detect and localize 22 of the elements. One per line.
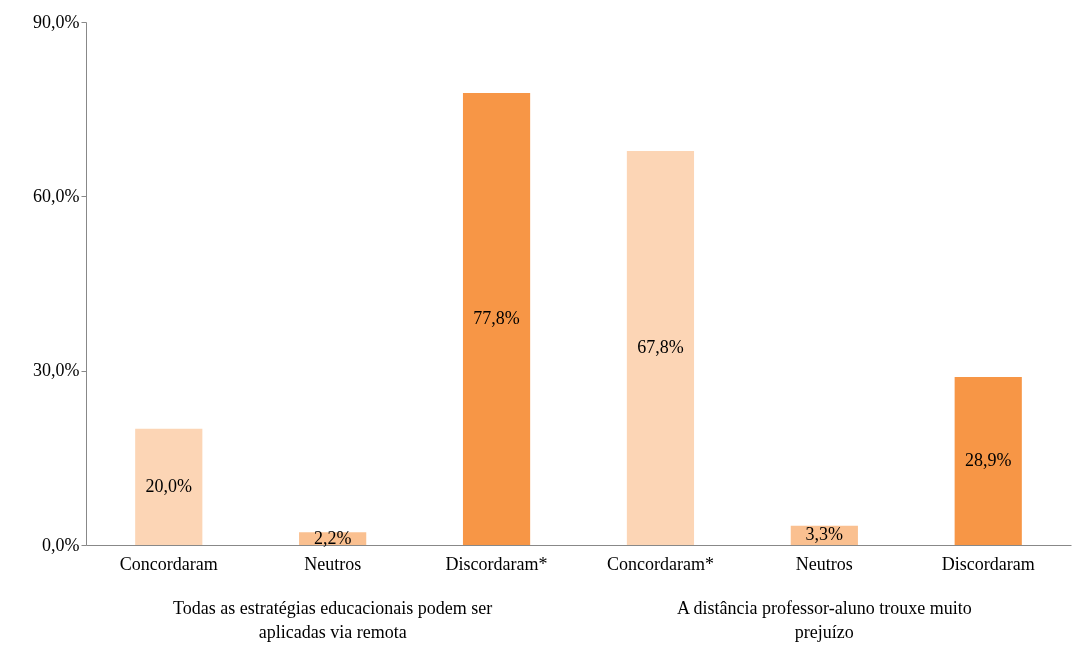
- data-label: 77,8%: [473, 307, 520, 328]
- x-tick-label: Discordaram*: [445, 553, 548, 574]
- x-tick-label: Neutros: [795, 553, 853, 574]
- data-label: 20,0%: [145, 475, 193, 496]
- y-tick-label: 30,0%: [33, 360, 80, 381]
- data-label: 67,8%: [637, 337, 684, 357]
- text: A distância professor-aluno trouxe muito prejuízo: [677, 598, 972, 642]
- y-tick-label: 90,0%: [33, 11, 80, 32]
- x-tick-label: Discordaram: [941, 553, 1035, 574]
- text: Todas as estratégias educacionais podem ser aplicadas via remota: [173, 598, 493, 642]
- bar: [462, 92, 531, 545]
- bar: [954, 377, 1022, 545]
- bar: [626, 151, 695, 545]
- data-label: 3,3%: [805, 524, 844, 545]
- y-tick-label: 0,0%: [42, 534, 80, 555]
- bar: [135, 428, 203, 545]
- x-tick-label: Concordaram: [119, 553, 218, 574]
- x-tick-label: Neutros: [304, 553, 362, 574]
- data-label: 28,9%: [964, 450, 1012, 471]
- x-tick-label: Concordaram*: [606, 553, 714, 574]
- y-tick-label: 60,0%: [33, 185, 80, 206]
- data-label: 2,2%: [313, 527, 352, 548]
